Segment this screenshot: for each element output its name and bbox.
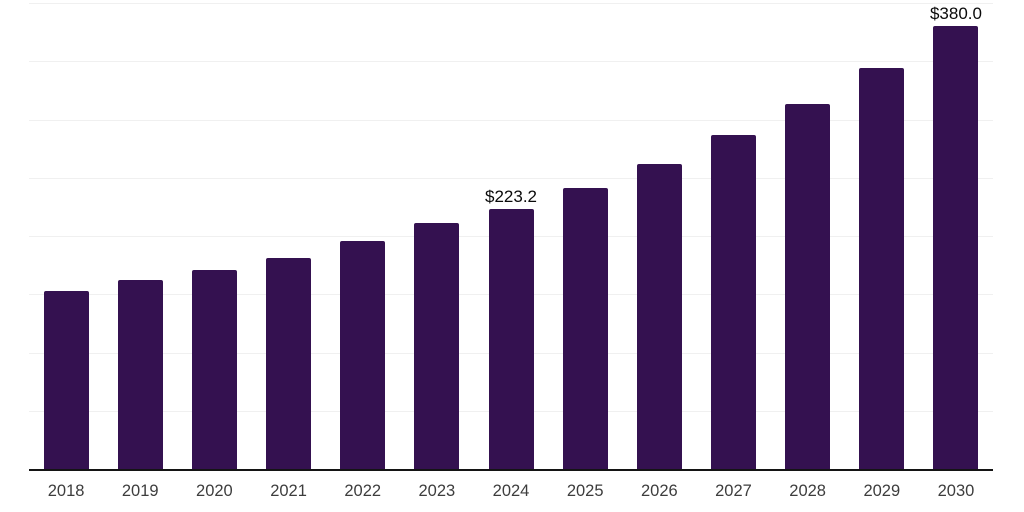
x-axis-tick-label: 2024 [492,482,530,500]
bar-slot [622,3,696,469]
bars-container: $223.2 $380.0 [29,3,993,469]
bar-2030 [933,26,979,469]
bar-value-label: $380.0 [929,4,982,24]
x-axis-tick-label: 2022 [344,482,382,500]
bar-2028 [785,103,831,469]
bar-2024 [488,208,534,469]
bar-2019 [117,280,163,469]
bar-slot [696,3,770,469]
bar-2022 [340,241,386,469]
bar-slot [548,3,622,469]
gridline [29,3,993,4]
bar-slot: $223.2 [474,3,548,469]
bar-slot [326,3,400,469]
bar-2018 [43,291,89,469]
bar-slot: $380.0 [919,3,993,469]
gridline [29,61,993,63]
bar-slot [400,3,474,469]
plot-area: $223.2 $380.0 [29,3,993,471]
x-axis-tick-label: 2023 [418,482,456,500]
x-axis-tick-label: 2027 [715,482,752,500]
bar-slot [251,3,325,469]
bar-2025 [562,188,608,469]
bar-slot [29,3,103,469]
bar-slot [103,3,177,469]
x-axis-tick-label: 2028 [789,482,826,500]
bar-2029 [859,68,905,469]
x-axis-tick-label: 2029 [863,482,901,500]
x-axis-tick-label: 2019 [121,482,159,500]
bar-2021 [266,257,312,469]
bar-2026 [636,163,682,469]
x-axis-tick-label: 2030 [937,482,975,500]
x-axis-tick-label: 2018 [47,482,85,500]
bar-slot [845,3,919,469]
bar-2020 [191,270,237,469]
x-axis-tick-label: 2021 [270,482,307,500]
x-axis-line [29,469,993,471]
gridline [29,119,993,121]
x-axis-tick-label: 2025 [566,482,604,500]
x-axis-labels: 2018 2019 2020 2021 2022 2023 2024 2025 2026 2027… [29,482,993,501]
bar-slot [177,3,251,469]
gridline [29,177,993,179]
x-axis-tick-label: 2026 [640,482,678,500]
bar-value-label: $223.2 [485,186,538,206]
bar-2027 [710,135,756,469]
bar-2023 [414,223,460,469]
x-axis-tick-label: 2020 [196,482,233,500]
bar-slot [771,3,845,469]
